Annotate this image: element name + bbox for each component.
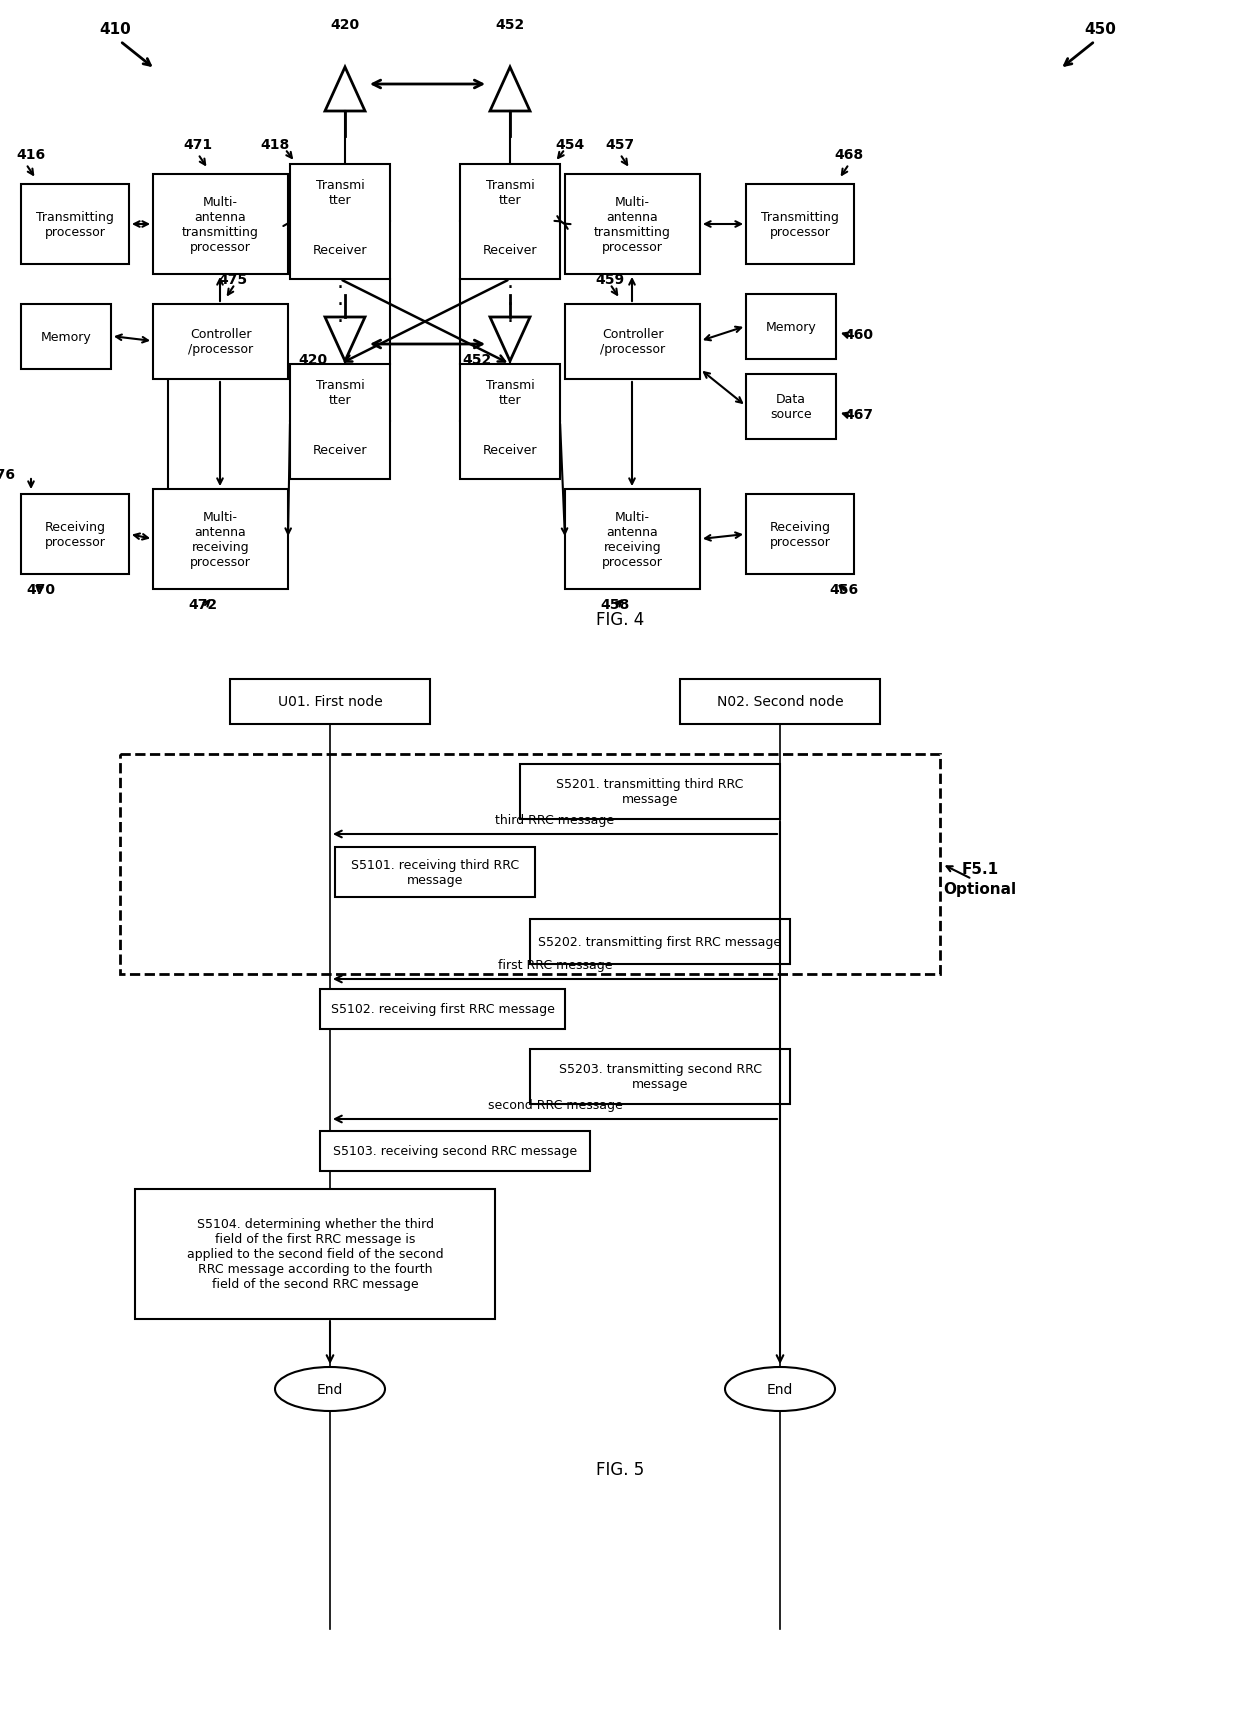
Text: Multi-
antenna
transmitting
processor: Multi- antenna transmitting processor (182, 196, 259, 253)
Bar (21, 184, 129, 265)
Text: second RRC message: second RRC message (487, 1098, 622, 1111)
Text: S5201. transmitting third RRC
message: S5201. transmitting third RRC message (557, 779, 744, 806)
Text: Data
source: Data source (770, 393, 812, 420)
Text: Receiver: Receiver (482, 245, 537, 257)
Text: Multi-
antenna
receiving
processor: Multi- antenna receiving processor (603, 510, 663, 569)
Text: third RRC message: third RRC message (496, 813, 615, 827)
Bar (565, 489, 701, 589)
Bar (229, 679, 430, 725)
Text: 475: 475 (218, 272, 248, 286)
Bar (320, 989, 565, 1029)
Bar (135, 1189, 495, 1320)
Text: Receiver: Receiver (312, 445, 367, 457)
Bar (120, 755, 940, 975)
Text: 467: 467 (844, 408, 873, 422)
Text: 420: 420 (330, 17, 360, 33)
Bar (460, 365, 560, 479)
Text: FIG. 4: FIG. 4 (596, 610, 644, 629)
Text: Transmi
tter: Transmi tter (316, 179, 365, 207)
Text: 459: 459 (595, 272, 625, 286)
Ellipse shape (725, 1368, 835, 1411)
Text: Receiver: Receiver (482, 445, 537, 457)
Text: first RRC message: first RRC message (497, 958, 613, 972)
Text: End: End (316, 1382, 343, 1396)
Bar (153, 489, 288, 589)
Text: 460: 460 (844, 327, 873, 341)
Text: FIG. 5: FIG. 5 (596, 1459, 644, 1478)
Text: 410: 410 (99, 22, 131, 38)
Bar (290, 365, 391, 479)
Bar (320, 1132, 590, 1172)
Text: Optional: Optional (944, 882, 1017, 898)
Bar (565, 176, 701, 276)
Text: Receiving
processor: Receiving processor (45, 520, 105, 548)
Text: 468: 468 (835, 148, 863, 162)
Bar (153, 305, 288, 379)
Bar (460, 165, 560, 279)
Bar (746, 295, 836, 360)
Text: Multi-
antenna
transmitting
processor: Multi- antenna transmitting processor (594, 196, 671, 253)
Text: 456: 456 (830, 582, 858, 596)
Text: S5102. receiving first RRC message: S5102. receiving first RRC message (331, 1003, 554, 1017)
Text: F5.1: F5.1 (961, 862, 998, 877)
Text: Transmi
tter: Transmi tter (486, 379, 534, 407)
Text: 418: 418 (260, 138, 290, 152)
Text: S5104. determining whether the third
field of the first RRC message is
applied t: S5104. determining whether the third fie… (187, 1218, 444, 1291)
Bar (680, 679, 880, 725)
Bar (153, 176, 288, 276)
Text: Controller
/processor: Controller /processor (600, 329, 665, 357)
Text: S5101. receiving third RRC
message: S5101. receiving third RRC message (351, 858, 520, 887)
Text: 416: 416 (16, 148, 46, 162)
Text: Receiving
processor: Receiving processor (770, 520, 831, 548)
Bar (529, 1049, 790, 1104)
Bar (290, 165, 391, 279)
Text: 454: 454 (556, 138, 584, 152)
Text: 452: 452 (495, 17, 525, 33)
Text: 470: 470 (26, 582, 56, 596)
Text: ·
·
·: · · · (506, 277, 513, 331)
Bar (746, 184, 854, 265)
Text: Transmi
tter: Transmi tter (316, 379, 365, 407)
Text: Memory: Memory (41, 331, 92, 345)
Text: Transmi
tter: Transmi tter (486, 179, 534, 207)
Text: Transmitting
processor: Transmitting processor (761, 210, 839, 239)
Text: 472: 472 (188, 598, 217, 612)
Text: U01. First node: U01. First node (278, 694, 382, 710)
Bar (520, 765, 780, 820)
Text: 458: 458 (600, 598, 630, 612)
Bar (565, 305, 701, 379)
Text: 420: 420 (298, 353, 327, 367)
Text: Memory: Memory (765, 320, 816, 334)
Text: Controller
/processor: Controller /processor (188, 329, 253, 357)
Text: 457: 457 (605, 138, 635, 152)
Text: S5103. receiving second RRC message: S5103. receiving second RRC message (332, 1144, 577, 1158)
Text: S5203. transmitting second RRC
message: S5203. transmitting second RRC message (558, 1063, 761, 1091)
Text: Multi-
antenna
receiving
processor: Multi- antenna receiving processor (190, 510, 250, 569)
Text: 450: 450 (1084, 22, 1116, 38)
Text: N02. Second node: N02. Second node (717, 694, 843, 710)
Text: ·
·
·: · · · (336, 277, 343, 331)
Bar (746, 376, 836, 439)
Text: End: End (766, 1382, 794, 1396)
Ellipse shape (275, 1368, 384, 1411)
Text: Transmitting
processor: Transmitting processor (36, 210, 114, 239)
Text: 476: 476 (0, 467, 16, 482)
Text: Receiver: Receiver (312, 245, 367, 257)
Text: S5202. transmitting first RRC message: S5202. transmitting first RRC message (538, 936, 781, 948)
Bar (21, 495, 129, 575)
Bar (21, 305, 112, 370)
Text: 471: 471 (184, 138, 212, 152)
Bar (529, 920, 790, 965)
Text: 452: 452 (463, 353, 492, 367)
Bar (746, 495, 854, 575)
Bar (335, 848, 534, 898)
